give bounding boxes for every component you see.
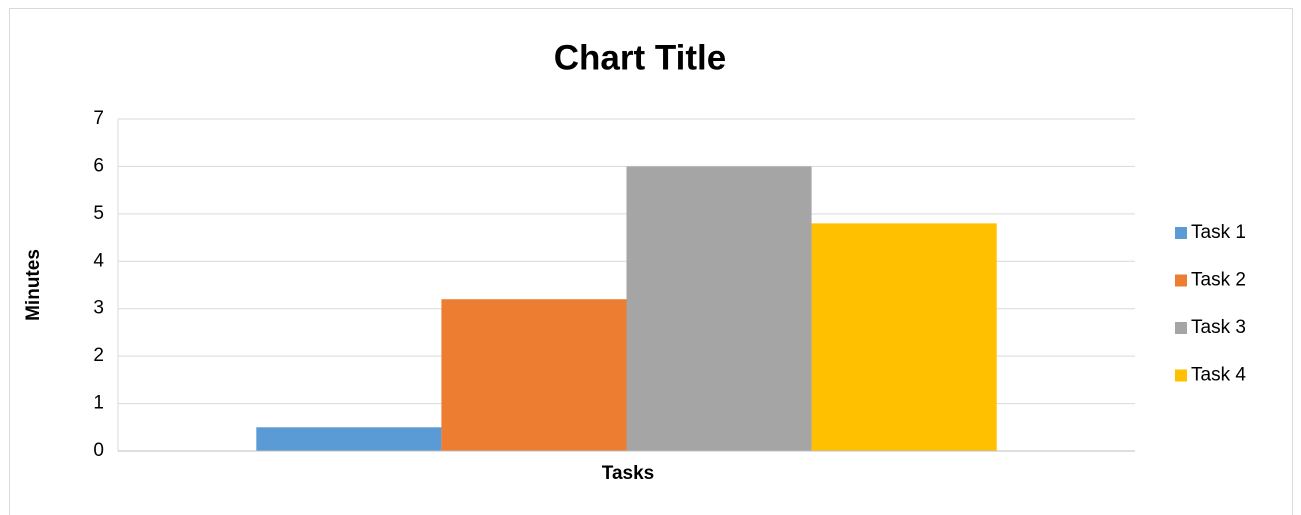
legend-label: Task 2 [1191, 270, 1246, 291]
y-tick-label: 7 [93, 108, 104, 129]
legend-label: Task 1 [1191, 222, 1246, 243]
y-tick-label: 4 [93, 250, 104, 271]
legend-swatch [1175, 369, 1187, 382]
bar [626, 166, 812, 451]
y-tick-label: 1 [93, 393, 104, 414]
bar [811, 223, 997, 451]
legend-swatch [1175, 227, 1187, 239]
y-tick-label: 3 [93, 298, 104, 319]
chart-title: Chart Title [554, 38, 726, 77]
y-tick-label: 0 [93, 440, 104, 461]
y-axis-title: Minutes [23, 249, 44, 321]
y-tick-label: 5 [93, 203, 104, 224]
x-axis-title: Tasks [602, 463, 654, 484]
bar [256, 427, 442, 451]
bar [441, 299, 627, 451]
legend-swatch [1175, 274, 1187, 287]
legend-label: Task 4 [1191, 365, 1246, 386]
legend-swatch [1175, 322, 1187, 334]
y-tick-label: 6 [93, 155, 104, 176]
legend-label: Task 3 [1191, 317, 1246, 338]
y-tick-label: 2 [93, 345, 104, 366]
